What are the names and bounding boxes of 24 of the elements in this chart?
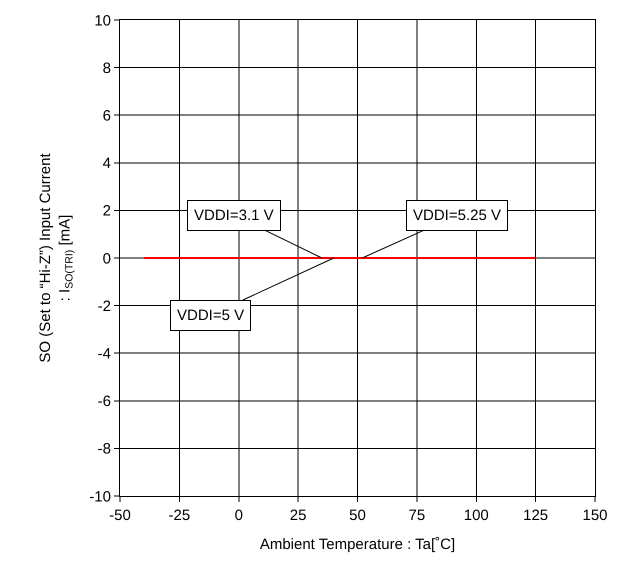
y-tick-label: -10 bbox=[89, 488, 111, 506]
x-tick-label: 150 bbox=[582, 507, 608, 524]
x-tick-label: -25 bbox=[168, 507, 190, 524]
x-tick-label: -50 bbox=[109, 507, 131, 524]
y-tick-label: 6 bbox=[102, 107, 111, 124]
x-tick-label: 125 bbox=[523, 507, 548, 524]
y-tick-label: 2 bbox=[102, 202, 111, 220]
y-tick-label: -6 bbox=[98, 393, 111, 410]
y-tick-label: 8 bbox=[102, 60, 111, 77]
x-tick-label: 0 bbox=[234, 507, 243, 524]
x-axis-title: Ambient Temperature : Ta[˚C] bbox=[260, 536, 456, 553]
x-tick-label: 25 bbox=[290, 507, 306, 524]
y-tick-label: -2 bbox=[98, 298, 111, 315]
y-tick-label: 4 bbox=[102, 155, 111, 172]
y-tick-label: 10 bbox=[94, 12, 111, 30]
y-tick-label: -8 bbox=[98, 440, 111, 458]
x-tick-label: 75 bbox=[408, 507, 426, 524]
annotation: VDDI=3.1 V bbox=[194, 207, 274, 224]
annotation: VDDI=5.25 V bbox=[413, 207, 501, 224]
y-tick-label: -4 bbox=[98, 345, 111, 362]
x-tick-label: 100 bbox=[464, 507, 489, 524]
y-tick-label: 0 bbox=[102, 250, 111, 268]
annotation: VDDI=5 V bbox=[177, 307, 244, 324]
x-tick-label: 50 bbox=[349, 507, 366, 524]
